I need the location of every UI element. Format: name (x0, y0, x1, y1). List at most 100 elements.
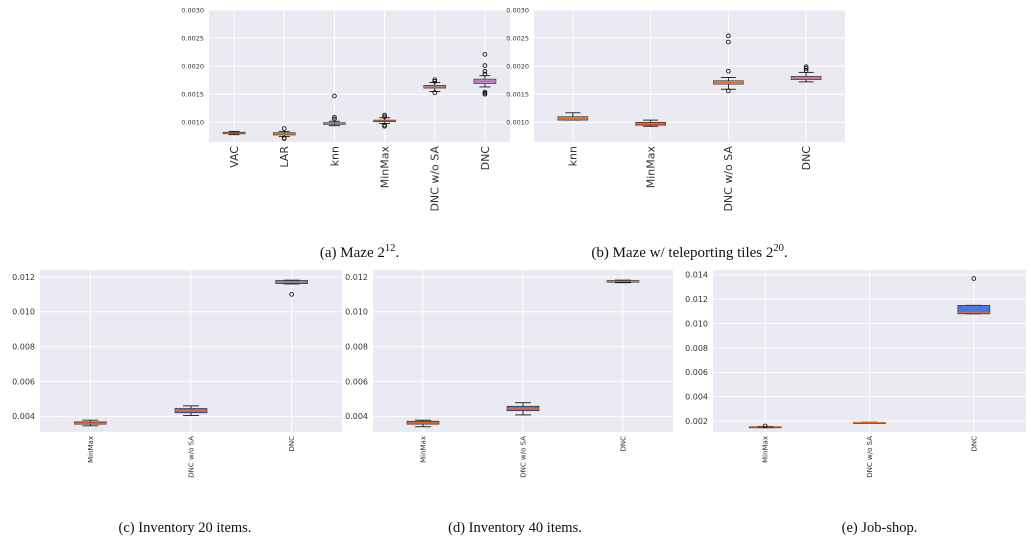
outlier-point (762, 423, 768, 429)
y-tick-label: 0.0020 (506, 62, 529, 70)
outlier-point (482, 68, 488, 74)
x-tick-label: DNC w/o SA (866, 436, 874, 478)
box-dnc-w-o-sa (506, 402, 540, 416)
outlier-point (482, 63, 488, 68)
outlier-point (482, 52, 488, 57)
y-tick-label: 0.010 (685, 319, 708, 328)
x-tick-label: knn (567, 146, 580, 166)
outlier-point (432, 77, 438, 82)
box-dnc (473, 52, 497, 97)
x-tick-label: DNC (288, 436, 296, 452)
x-tick-label: LAR (278, 146, 291, 168)
y-tick-label: 0.0025 (181, 34, 204, 42)
y-tick-label: 0.0030 (181, 6, 204, 14)
outlier-point (432, 90, 438, 95)
y-tick-label: 0.0030 (506, 6, 529, 14)
box-dnc (275, 279, 308, 297)
x-tick-label: VAC (228, 146, 241, 168)
box-dnc-w-o-sa (423, 77, 447, 95)
outlier-point (803, 64, 809, 70)
x-tick-label: DNC w/o SA (429, 146, 442, 212)
box-dnc-w-o-sa (713, 33, 744, 94)
x-tick-label: MinMax (644, 146, 657, 189)
chart-panel-a: 0.0010 0.0015 0.0020 0.0025 0.0030 VAC LAR knn M… (181, 6, 510, 261)
outlier-point (382, 122, 387, 128)
subfigure-caption: (d) Inventory 40 items. (448, 520, 582, 536)
outlier-point (382, 114, 387, 120)
x-tick-label: DNC w/o SA (722, 146, 735, 212)
box-knn (323, 93, 346, 127)
outlier-point (281, 126, 287, 131)
x-tick-label: DNC w/o SA (519, 436, 527, 478)
outlier-point (332, 116, 337, 122)
x-tick-label: knn (328, 146, 341, 166)
outlier-point (432, 79, 438, 84)
x-tick-label: DNC (800, 146, 813, 171)
y-tick-label: 0.006 (685, 368, 708, 377)
y-tick-label: 0.012 (12, 273, 35, 282)
plot-background (209, 10, 510, 142)
box-dnc-w-o-sa (853, 421, 886, 424)
x-tick-label: MinMax (762, 436, 770, 463)
outlier-point (971, 276, 977, 281)
y-tick-label: 0.0010 (181, 119, 204, 127)
box-dnc (606, 279, 640, 284)
box-minmax (748, 423, 782, 429)
x-tick-label: MinMax (419, 436, 427, 463)
box-vac (222, 130, 246, 136)
y-tick-label: 0.012 (685, 295, 708, 304)
y-tick-label: 0.008 (345, 342, 368, 351)
y-tick-label: 0.004 (345, 412, 368, 421)
box-minmax (373, 112, 396, 129)
y-tick-label: 0.014 (685, 271, 708, 280)
y-tick-label: 0.008 (12, 342, 35, 351)
y-tick-label: 0.012 (345, 273, 368, 282)
subfigure-caption: (b) Maze w/ teleporting tiles 220. (591, 243, 787, 261)
y-tick-label: 0.0025 (506, 34, 529, 42)
subfigure-caption: (a) Maze 212. (320, 243, 399, 261)
box-knn (557, 112, 589, 121)
y-tick-label: 0.0020 (181, 62, 204, 70)
outlier-point (803, 66, 809, 71)
box-lar (272, 126, 296, 141)
chart-panel-b: 0.0010 0.0015 0.0020 0.0025 0.0030 knn MinMax D… (506, 6, 845, 261)
x-tick-label: DNC w/o SA (187, 436, 195, 478)
y-tick-label: 0.010 (12, 308, 35, 317)
subfigure-caption: (c) Inventory 20 items. (119, 520, 252, 536)
box-minmax (635, 119, 666, 127)
y-tick-label: 0.004 (685, 392, 708, 401)
subfigure-caption: (e) Job-shop. (842, 520, 918, 536)
box-dnc (790, 64, 822, 83)
outlier-point (281, 135, 287, 141)
outlier-point (332, 93, 337, 99)
x-tick-label: DNC (619, 436, 627, 452)
chart-panel-c: 0.004 0.006 0.008 0.010 0.012 MinMax DNC w/o S… (12, 270, 342, 536)
outlier-point (726, 68, 731, 74)
y-tick-label: 0.002 (685, 417, 708, 426)
outlier-point (726, 88, 731, 94)
y-tick-label: 0.006 (12, 377, 35, 386)
outlier-point (726, 33, 731, 39)
y-tick-label: 0.006 (345, 377, 368, 386)
y-tick-label: 0.0010 (506, 119, 529, 127)
x-tick-label: DNC (479, 146, 492, 171)
box-body (957, 305, 991, 315)
box-minmax (406, 419, 440, 428)
box-dnc (957, 276, 991, 315)
box-minmax (74, 419, 107, 427)
y-tick-label: 0.0015 (181, 91, 204, 99)
outlier-point (482, 71, 488, 77)
y-tick-label: 0.004 (12, 412, 35, 421)
outlier-point (482, 89, 488, 95)
outlier-point (726, 39, 731, 45)
y-tick-label: 0.010 (345, 308, 368, 317)
x-tick-label: MinMax (87, 436, 95, 463)
chart-panel-e: 0.002 0.004 0.006 0.008 0.010 0.012 0.014 MinMa… (685, 270, 1026, 536)
x-tick-label: DNC (970, 436, 978, 452)
x-tick-label: MinMax (378, 146, 391, 189)
chart-panel-d: 0.004 0.006 0.008 0.010 0.012 MinMax DNC w/o S… (345, 270, 673, 536)
outlier-point (289, 292, 294, 297)
box-dnc-w-o-sa (174, 405, 208, 416)
outlier-point (382, 112, 387, 118)
